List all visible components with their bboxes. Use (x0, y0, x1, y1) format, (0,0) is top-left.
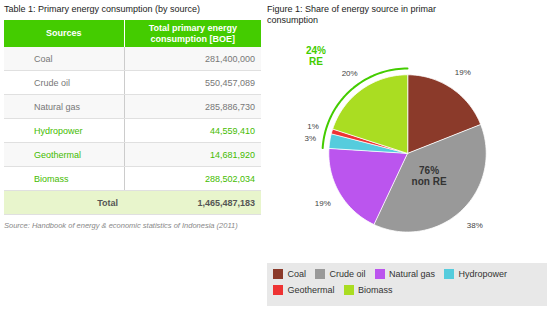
svg-text:1%: 1% (307, 121, 319, 130)
html-text:1,465,487,183: 1,465,487,183 (197, 197, 255, 208)
html-text:Total primary energy consumpti: Total primary energy consumption [BOE] (148, 22, 237, 44)
svg-text:76%non RE: 76%non RE (412, 165, 447, 187)
html-text:Coal: Coal (287, 268, 306, 279)
svg-text:38%: 38% (467, 220, 483, 229)
html-text:Source: Handbook of energy & e: Source: Handbook of energy & economic st… (4, 221, 238, 231)
svg-text:19%: 19% (315, 199, 331, 208)
html-text:Geothermal: Geothermal (34, 149, 81, 160)
svg-text:3%: 3% (305, 133, 317, 142)
html-text:Biomass: Biomass (34, 173, 69, 184)
html-text:14,681,920: 14,681,920 (210, 149, 255, 160)
html-text:Crude oil: Crude oil (329, 268, 366, 279)
html-text:Hydropower: Hydropower (458, 268, 508, 279)
html-text:550,457,089: 550,457,089 (204, 77, 255, 88)
html-text:Coal: Coal (34, 53, 53, 64)
svg-text:20%: 20% (342, 69, 358, 78)
html-text:281,400,000: 281,400,000 (204, 53, 255, 64)
html-text:44,559,410: 44,559,410 (210, 125, 255, 136)
html-text:Figure 1: Share of energy sour: Figure 1: Share of energy source in prim… (267, 4, 437, 25)
svg-text:24%RE: 24%RE (306, 45, 326, 67)
html-text:Geothermal: Geothermal (287, 285, 335, 296)
svg-text:19%: 19% (455, 67, 471, 76)
html-text:Natural gas: Natural gas (34, 101, 80, 112)
html-text:Sources: Sources (46, 28, 82, 39)
html-text:Crude oil: Crude oil (34, 77, 70, 88)
html-text:Natural gas: Natural gas (389, 268, 436, 279)
html-text:285,886,730: 285,886,730 (204, 101, 255, 112)
html-text:Table 1: Primary energy consum: Table 1: Primary energy consumption (by … (4, 4, 201, 14)
html-text:Biomass: Biomass (358, 285, 393, 296)
html-text:288,502,034: 288,502,034 (204, 173, 255, 184)
html-text:Total: Total (97, 197, 119, 208)
html-text:Hydropower: Hydropower (34, 125, 83, 136)
